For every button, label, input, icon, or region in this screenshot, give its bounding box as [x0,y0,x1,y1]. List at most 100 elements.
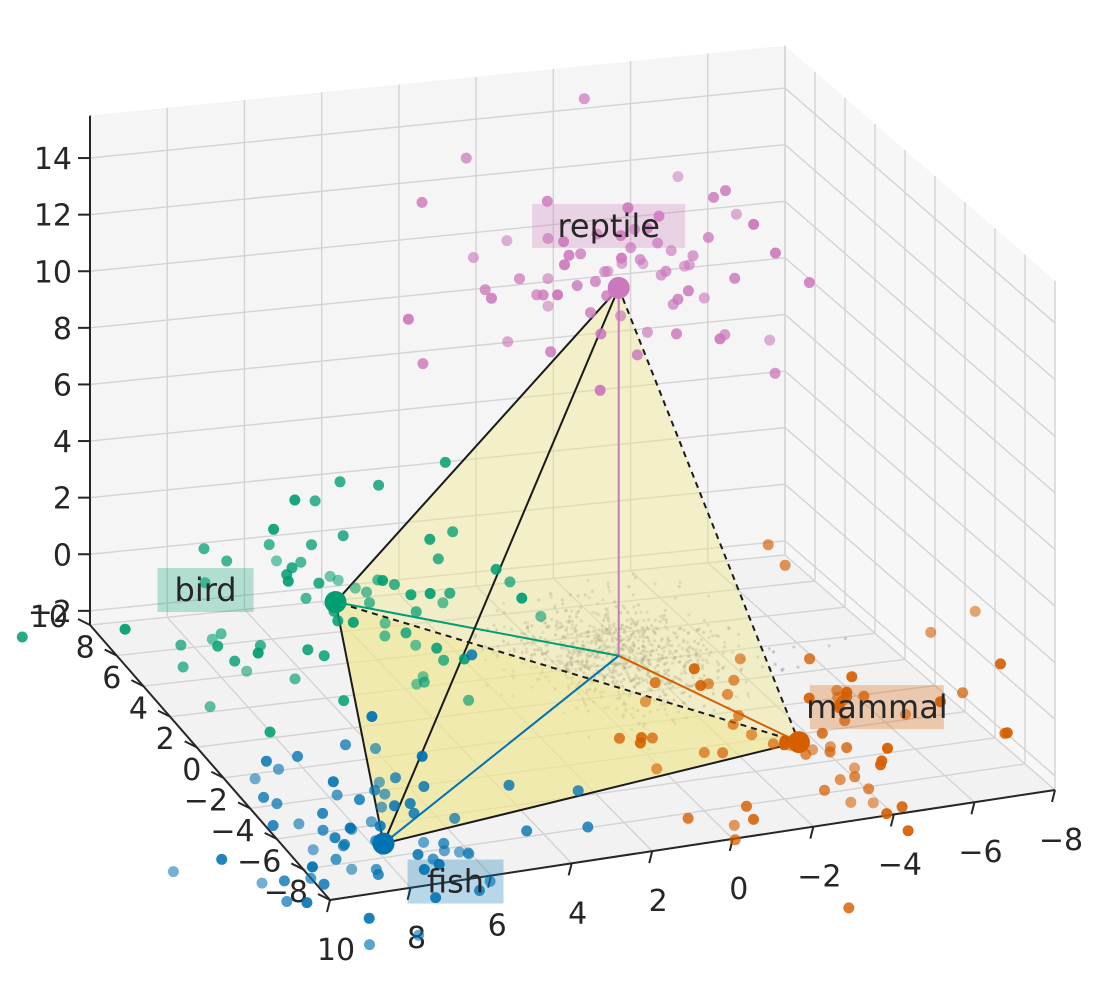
cloud-point [636,619,640,623]
cloud-point [642,635,646,640]
cloud-point [668,639,672,643]
cloud-point [614,629,618,633]
fish-point [463,848,475,860]
cloud-point [564,608,568,613]
cloud-point [707,636,711,640]
cloud-point [637,721,642,725]
reptile-vertex [607,276,630,299]
reptile-point [729,272,741,284]
z-tick-label: 8 [53,312,72,347]
cloud-point [590,589,595,594]
cloud-point [615,679,619,684]
cloud-point [613,663,617,667]
bird-point [175,639,187,651]
cloud-point [605,628,609,632]
fish-point [582,821,594,833]
cloud-point [627,626,631,630]
bird-point [424,533,436,545]
cloud-point [696,628,700,632]
bird-point [289,673,301,685]
cloud-point [599,638,603,642]
cloud-point [661,614,665,618]
mammal-point [863,783,875,795]
cloud-point [611,680,615,685]
mammal-point [834,774,846,786]
mammal-point [935,696,946,708]
grid-line [249,710,966,810]
fish-point [329,832,341,844]
mammal-point [748,813,759,825]
cloud-point [670,661,674,665]
cloud-point [544,651,549,655]
cloud-point [646,659,650,663]
cloud-point [646,670,650,675]
cloud-point [644,654,648,658]
fish-point [273,763,284,775]
mammal-point [762,539,774,551]
reptile-point [615,230,627,241]
tetrahedron-face [335,287,619,844]
y-tick-label: 6 [102,661,121,696]
cloud-point [642,653,646,657]
cloud-point [530,685,535,689]
cloud-point [600,639,604,644]
cloud-point [634,611,638,615]
cloud-point [620,647,624,651]
reptile-label: reptile [557,207,659,245]
mammal-point [803,692,815,704]
bird-point [313,577,325,589]
cloud-point [601,598,605,602]
x-tick [970,801,976,815]
cloud-point [695,652,699,656]
cloud-point [621,691,625,695]
y-axis-line [89,624,331,901]
reptile-point [537,289,549,301]
cloud-point [540,670,544,674]
cloud-point [756,655,760,659]
cloud-point [627,655,632,659]
grid-line [552,577,814,828]
cloud-point [547,679,551,684]
cloud-point [657,656,661,661]
fish-point [318,878,330,890]
cloud-point [547,624,551,628]
bird-point [400,627,412,639]
cloud-point [698,649,702,653]
cloud-point [619,627,623,631]
cloud-point [714,633,718,638]
grid-line [784,483,1056,720]
cloud-point [709,650,713,654]
cloud-point [657,652,661,656]
reptile-point [501,235,513,247]
reptile-point [672,293,684,305]
cloud-point [591,652,595,656]
cloud-point [569,682,574,686]
cloud-point [552,606,557,610]
reptile-point [622,202,634,214]
cloud-point [645,626,649,630]
fish-point [256,877,268,889]
cloud-point [673,722,677,726]
cloud-point [606,581,610,586]
cloud-point [579,667,583,671]
cloud-point [525,650,529,654]
cloud-point [633,635,637,639]
cloud-point [620,623,624,627]
reptile-point [641,326,653,338]
cloud-point [740,667,744,671]
grid-line [89,426,786,499]
cloud-point [641,679,645,683]
fish-point [340,739,351,751]
cloud-point [653,618,658,622]
cloud-point [629,679,633,683]
cloud-point [663,608,668,613]
reptile-point [559,259,570,271]
cloud-point [612,631,616,635]
grid-line [784,144,1056,381]
cloud-point [602,618,606,623]
cloud-point [687,646,691,650]
grid-line [784,313,1056,550]
edge-reptile-mammal [617,287,800,743]
cloud-point [606,609,610,613]
cloud-point [595,637,600,641]
